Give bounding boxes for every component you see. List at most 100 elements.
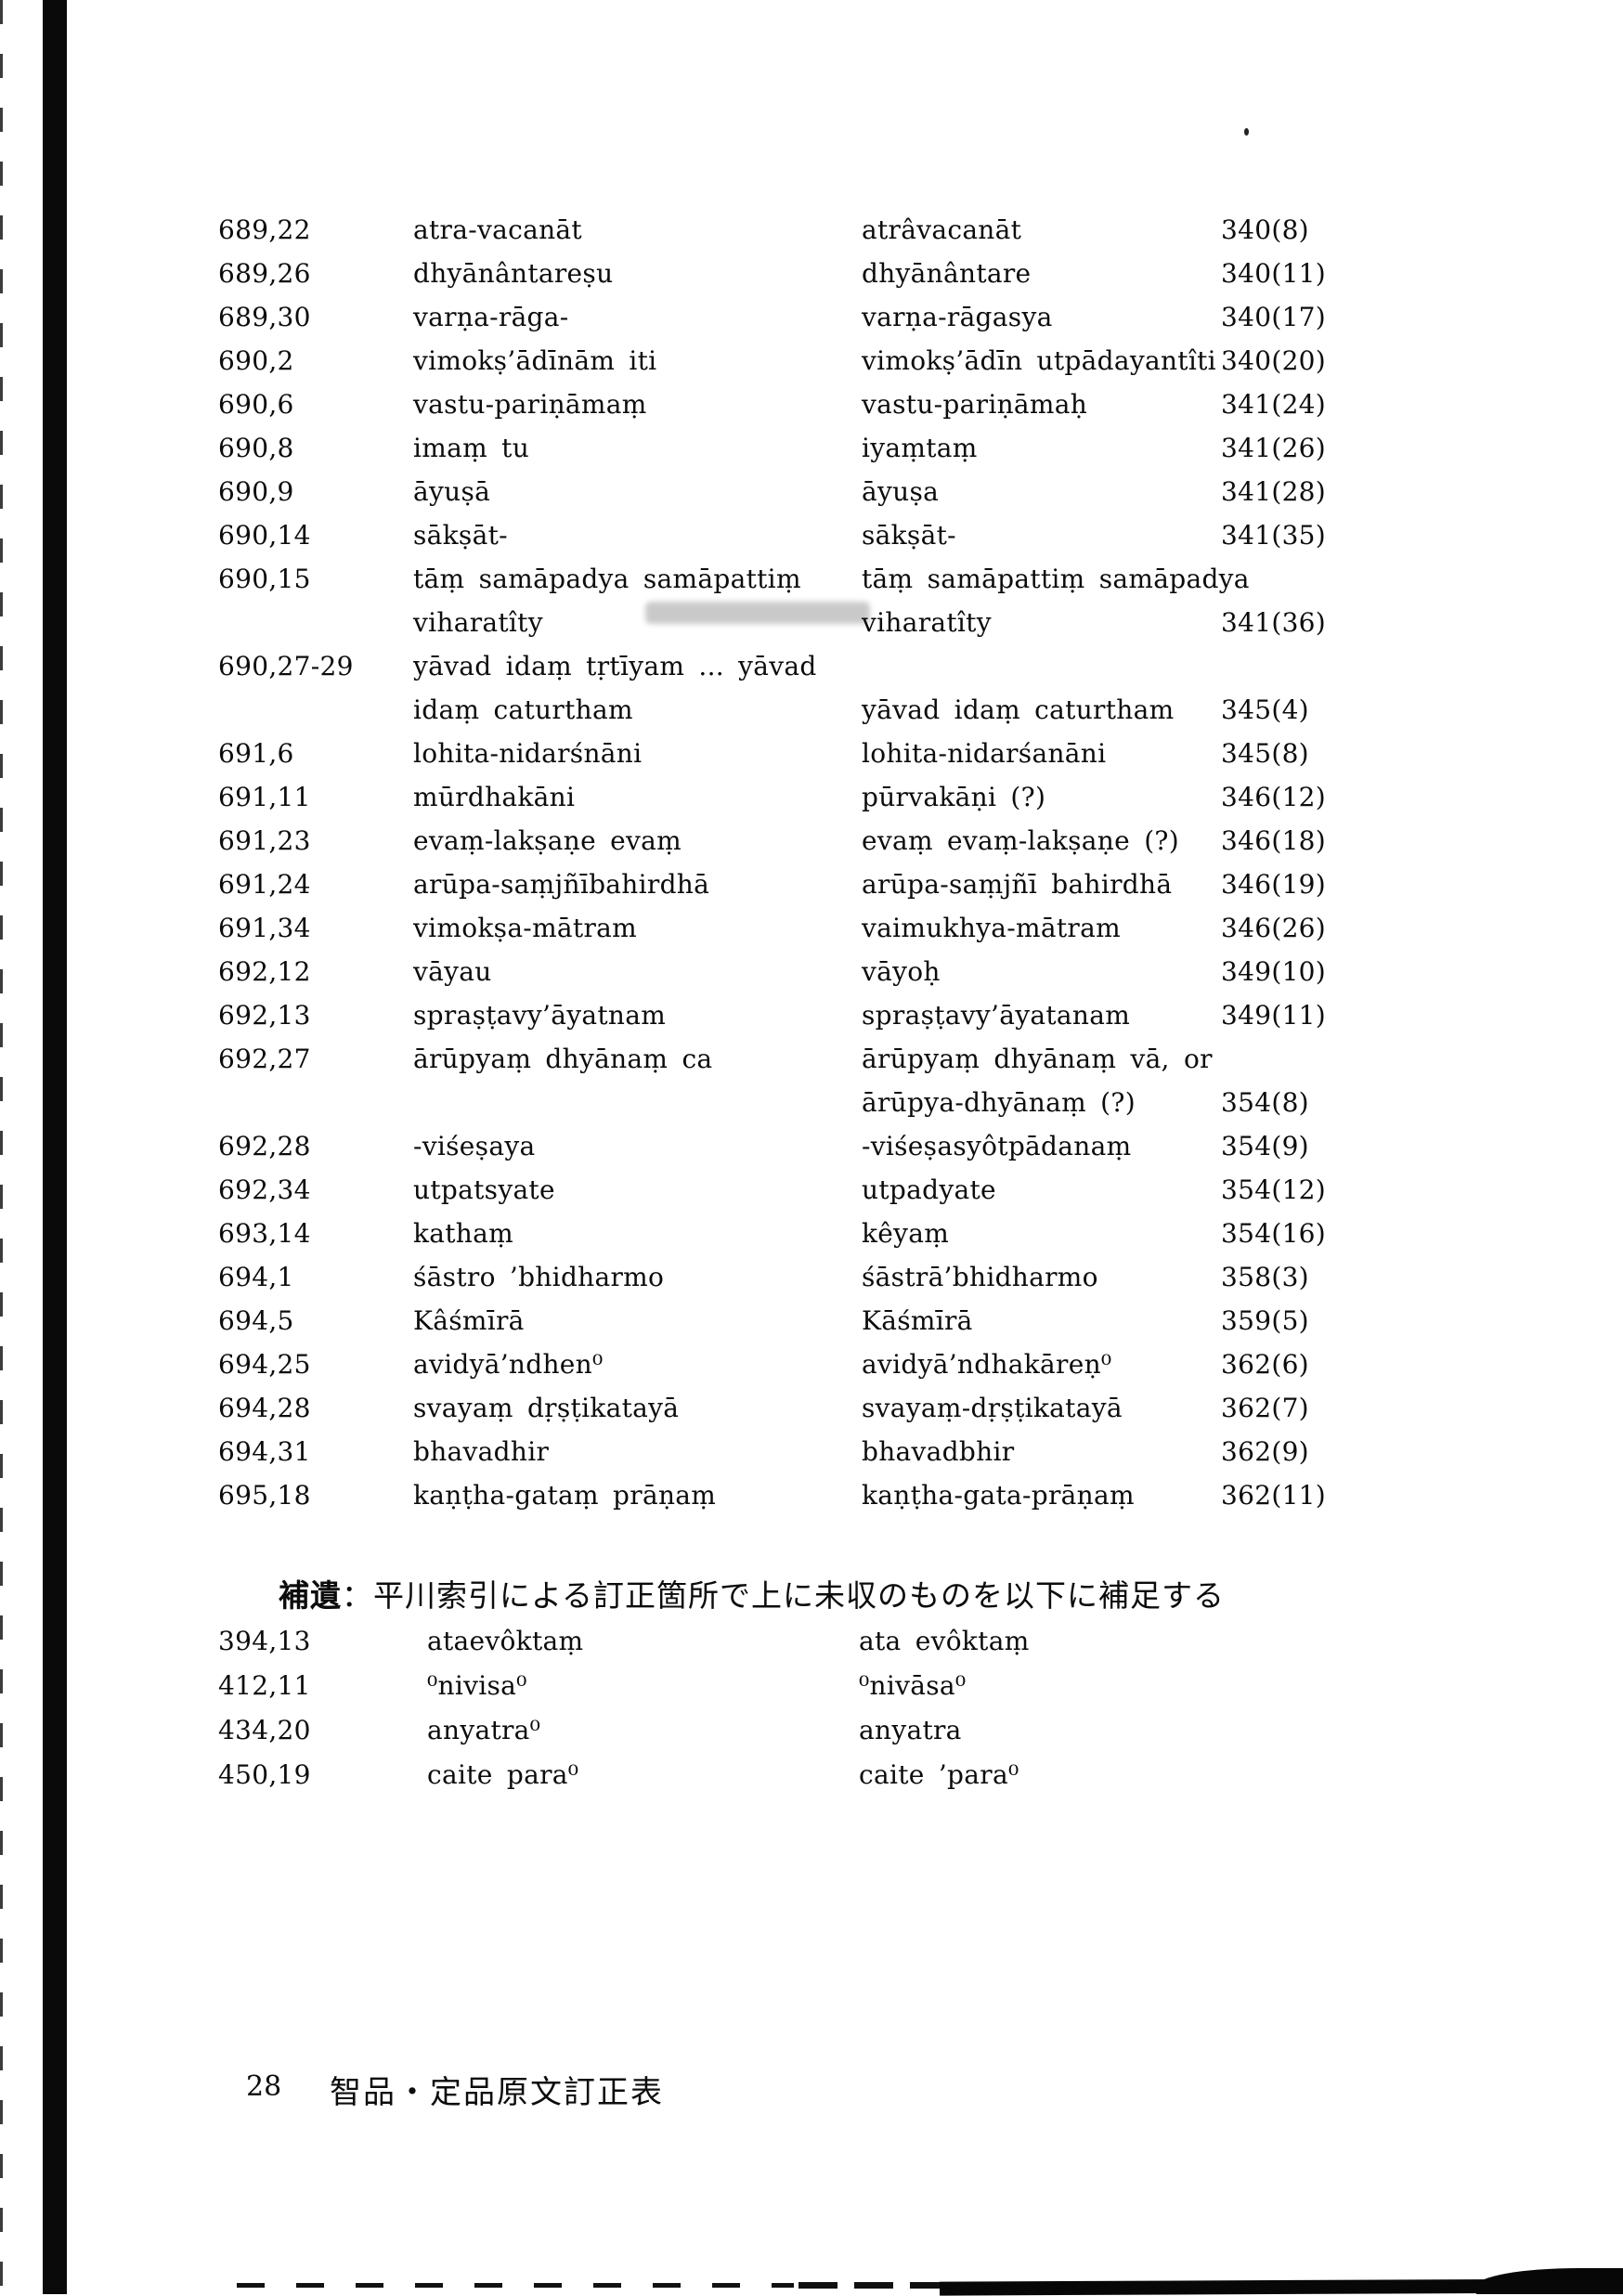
cell-corrected-text: caite ’para⁰: [859, 1759, 1019, 1790]
table-row-line: 690,27-29 yāvad idaṃ tṛtīyam ... yāvad: [0, 648, 1623, 692]
cell-corrected-text: spraṣṭavy’āyatanam: [862, 1000, 1131, 1031]
cell-corrected-text: ārūpyaṃ dhyānaṃ vā, or: [862, 1044, 1213, 1074]
cell-page-line-ref: 690,9: [218, 476, 294, 507]
cell-original-text: Kâśmīrā: [413, 1305, 525, 1336]
cell-taisho-ref: 341(35): [1221, 520, 1327, 551]
cell-original-text: mūrdhakāni: [413, 782, 576, 812]
cell-corrected-text: vaimukhya-mātram: [862, 913, 1121, 943]
cell-page-line-ref: 694,28: [218, 1393, 311, 1423]
cell-page-line-ref: 695,18: [218, 1480, 311, 1511]
table-row-line: 690,14 sākṣāt-sākṣāt- 341(35): [0, 517, 1623, 561]
cell-page-line-ref: 690,15: [218, 564, 311, 594]
cell-original-text: arūpa-saṃjñībahirdhā: [413, 869, 710, 900]
cell-page-line-ref: 693,14: [218, 1218, 311, 1249]
table-row-line: ārūpya-dhyānaṃ (?) 354(8): [0, 1084, 1623, 1128]
cell-original-text: spraṣṭavy’āyatnam: [413, 1000, 667, 1031]
cell-taisho-ref: 346(19): [1221, 869, 1327, 900]
cell-taisho-ref: 341(26): [1221, 433, 1327, 463]
cell-corrected-text: ata evôktaṃ: [859, 1626, 1030, 1656]
cell-page-line-ref: 450,19: [218, 1759, 311, 1790]
table-row-line: 691,23 evaṃ-lakṣaṇe evaṃ evaṃ evaṃ-lakṣaṇe…: [0, 823, 1623, 866]
cell-corrected-text: dhyānântare: [862, 258, 1032, 289]
cell-corrected-text: ⁰nivāsa⁰: [859, 1670, 967, 1701]
cell-taisho-ref: 362(11): [1221, 1480, 1327, 1511]
cell-corrected-text: pūrvakāṇi (?): [862, 782, 1046, 812]
table-row-line: 691,34 vimokṣa-mātram vaimukhya-mātram 346(…: [0, 910, 1623, 953]
table-row-line: 694,5 Kâśmīrā Kāśmīrā 359(5): [0, 1303, 1623, 1346]
scan-bottom-dashed-artifact: [237, 2283, 794, 2288]
cell-taisho-ref: 354(12): [1221, 1174, 1327, 1205]
cell-page-line-ref: 692,13: [218, 1000, 311, 1031]
table-row-line: 690,6 vastu-pariṇāmaṃ vastu-pariṇāmaḥ 341(2…: [0, 386, 1623, 430]
cell-taisho-ref: 362(9): [1221, 1436, 1309, 1467]
cell-page-line-ref: 689,30: [218, 302, 311, 332]
cell-corrected-text: bhavadbhir: [862, 1436, 1015, 1467]
cell-corrected-text: vimokṣ’ādīn utpādayantîti: [862, 345, 1216, 376]
cell-original-text: āyuṣā: [413, 476, 491, 507]
cell-original-text: viharatîty: [413, 607, 543, 638]
cell-original-text: bhavadhir: [413, 1436, 550, 1467]
table-row-line: 693,14 kathaṃ kêyaṃ 354(16): [0, 1215, 1623, 1259]
cell-corrected-text: lohita-nidarśanāni: [862, 738, 1107, 769]
cell-corrected-text: avidyā’ndhakāreṇ⁰: [862, 1349, 1112, 1380]
cell-taisho-ref: 349(11): [1221, 1000, 1327, 1031]
table-row-line: 690,9 āyuṣā āyuṣa 341(28): [0, 473, 1623, 517]
cell-page-line-ref: 691,6: [218, 738, 294, 769]
cell-original-text: varṇa-rāga-: [413, 302, 569, 332]
cell-taisho-ref: 359(5): [1221, 1305, 1309, 1336]
cell-taisho-ref: 346(26): [1221, 913, 1327, 943]
table-row-line: 691,11 mūrdhakāni pūrvakāṇi (?) 346(12): [0, 779, 1623, 823]
table-row-line: 434,20 anyatra⁰ anyatra: [0, 1712, 1623, 1757]
cell-taisho-ref: 358(3): [1221, 1262, 1309, 1292]
cell-taisho-ref: 345(4): [1221, 694, 1309, 725]
correction-table: 689,22 atra-vacanāt atrâvacanāt 340(8) 689,2…: [0, 212, 1623, 1521]
cell-taisho-ref: 341(36): [1221, 607, 1327, 638]
table-row-line: 450,19 caite para⁰ caite ’para⁰: [0, 1757, 1623, 1801]
cell-corrected-text: sākṣāt-: [862, 520, 956, 551]
cell-corrected-text: vāyoḥ: [862, 956, 941, 987]
table-row-line: 691,24 arūpa-saṃjñībahirdhā arūpa-saṃjñī b…: [0, 866, 1623, 910]
table-row-line: 690,8 imaṃ tu iyaṃtaṃ 341(26): [0, 430, 1623, 473]
scan-left-edge-line: [0, 0, 3, 2294]
cell-corrected-text: atrâvacanāt: [862, 214, 1022, 245]
cell-page-line-ref: 690,14: [218, 520, 311, 551]
cell-original-text: vimokṣ’ādīnām iti: [413, 345, 657, 376]
cell-corrected-text: kêyaṃ: [862, 1218, 950, 1249]
cell-original-text: dhyānântareṣu: [413, 258, 614, 289]
cell-original-text: utpatsyate: [413, 1174, 555, 1205]
cell-original-text: vastu-pariṇāmaṃ: [413, 389, 647, 420]
cell-page-line-ref: 691,24: [218, 869, 311, 900]
cell-taisho-ref: 340(20): [1221, 345, 1327, 376]
cell-taisho-ref: 340(11): [1221, 258, 1327, 289]
table-row-line: 692,13 spraṣṭavy’āyatnam spraṣṭavy’āyatana…: [0, 997, 1623, 1041]
table-row-line: 695,18 kaṇṭha-gataṃ prāṇaṃ kaṇṭha-gata-prā…: [0, 1477, 1623, 1521]
cell-original-text: sākṣāt-: [413, 520, 508, 551]
table-row-line: 690,2 vimokṣ’ādīnām iti vimokṣ’ādīn utpāda…: [0, 343, 1623, 386]
cell-page-line-ref: 692,12: [218, 956, 311, 987]
cell-corrected-text: vastu-pariṇāmaḥ: [862, 389, 1088, 420]
supplement-table: 394,13 ataevôktaṃ ata evôktaṃ 412,11 ⁰nivisa…: [0, 1623, 1623, 1801]
cell-original-text: śāstro ’bhidharmo: [413, 1262, 665, 1292]
cell-corrected-text: varṇa-rāgasya: [862, 302, 1053, 332]
cell-taisho-ref: 341(24): [1221, 389, 1327, 420]
cell-original-text: ataevôktaṃ: [427, 1626, 584, 1656]
cell-taisho-ref: 354(8): [1221, 1087, 1309, 1118]
table-row-line: 692,27 ārūpyaṃ dhyānaṃ ca ārūpyaṃ dhyānaṃ …: [0, 1041, 1623, 1084]
table-row-line: 394,13 ataevôktaṃ ata evôktaṃ: [0, 1623, 1623, 1667]
table-row-line: 689,26 dhyānântareṣu dhyānântare 340(11): [0, 255, 1623, 299]
cell-original-text: ⁰nivisa⁰: [427, 1670, 527, 1701]
cell-original-text: kathaṃ: [413, 1218, 513, 1249]
table-row-line: idaṃ caturtham yāvad idaṃ caturtham 345(4): [0, 692, 1623, 735]
cell-page-line-ref: 691,11: [218, 782, 311, 812]
cell-page-line-ref: 694,25: [218, 1349, 311, 1380]
table-row-line: viharatîty viharatîty 341(36): [0, 604, 1623, 648]
cell-taisho-ref: 340(17): [1221, 302, 1327, 332]
supplement-heading-label: 補遺: [279, 1577, 342, 1614]
cell-original-text: imaṃ tu: [413, 433, 530, 463]
cell-corrected-text: viharatîty: [862, 607, 992, 638]
table-row-line: 692,34 utpatsyate utpadyate 354(12): [0, 1172, 1623, 1215]
cell-corrected-text: śāstrā’bhidharmo: [862, 1262, 1098, 1292]
cell-corrected-text: arūpa-saṃjñī bahirdhā: [862, 869, 1173, 900]
cell-page-line-ref: 689,22: [218, 214, 311, 245]
cell-page-line-ref: 694,1: [218, 1262, 294, 1292]
